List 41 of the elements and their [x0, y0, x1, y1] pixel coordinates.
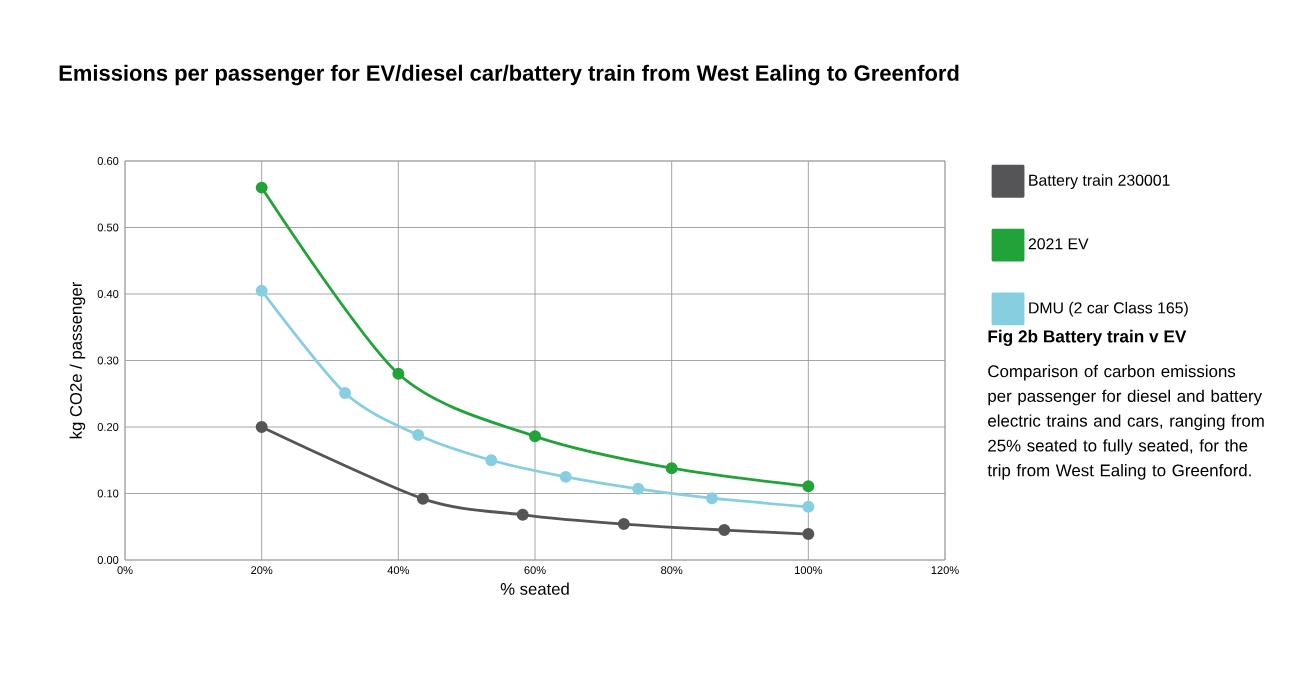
- x-tick-label: 40%: [387, 566, 410, 575]
- y-tick-label: 0.30: [97, 356, 119, 365]
- x-tick-label: 20%: [251, 566, 273, 575]
- point: [416, 492, 429, 505]
- point: [529, 430, 541, 443]
- point: [718, 524, 731, 537]
- point: [255, 284, 268, 297]
- y-tick-label: 0.40: [97, 290, 119, 298]
- point: [665, 462, 678, 475]
- legend-label: 2021 EV: [1028, 238, 1089, 250]
- text: Comparison of carbon emissions per passenger for diesel and battery electric trains and cars, ranging from 25% seated to fully seated, for the trip from West Ealing to Greenford.: [987, 364, 1264, 480]
- point: [339, 387, 352, 400]
- y-tick-label: 0.00: [97, 556, 119, 564]
- chart-title: Emissions per passenger for EV/diesel car/battery train from West Ealing to Greenford: [59, 64, 959, 86]
- point: [802, 500, 815, 513]
- y-tick-label: 0.60: [97, 157, 119, 165]
- legend-label: Battery train 230001: [1029, 174, 1170, 189]
- point: [632, 482, 645, 495]
- x-tick-label: 0%: [117, 566, 133, 575]
- point: [706, 492, 718, 505]
- y-tick-label: 0.50: [97, 223, 119, 232]
- x-tick-label: 80%: [661, 566, 683, 575]
- x-tick-label: 60%: [524, 566, 546, 575]
- point: [617, 518, 630, 531]
- point: [516, 508, 529, 521]
- point: [255, 181, 268, 194]
- x-tick-label: 120%: [931, 566, 959, 575]
- point: [559, 470, 572, 483]
- y-tick-label: 0.10: [97, 489, 119, 498]
- point: [392, 367, 405, 380]
- caption: Fig 2b Battery train v EV: [988, 329, 1187, 346]
- point: [485, 454, 498, 467]
- y-tick-label: 0.20: [97, 423, 119, 431]
- point: [255, 421, 268, 433]
- x-axis-title: % seated: [500, 582, 569, 595]
- x-tick-label: 100%: [795, 566, 823, 575]
- point: [412, 429, 425, 441]
- legend-label: DMU (2 car Class 165): [1029, 301, 1188, 317]
- point: [802, 528, 815, 541]
- y-axis-title: kg CO2e / passenger: [69, 281, 86, 439]
- point: [802, 480, 815, 493]
